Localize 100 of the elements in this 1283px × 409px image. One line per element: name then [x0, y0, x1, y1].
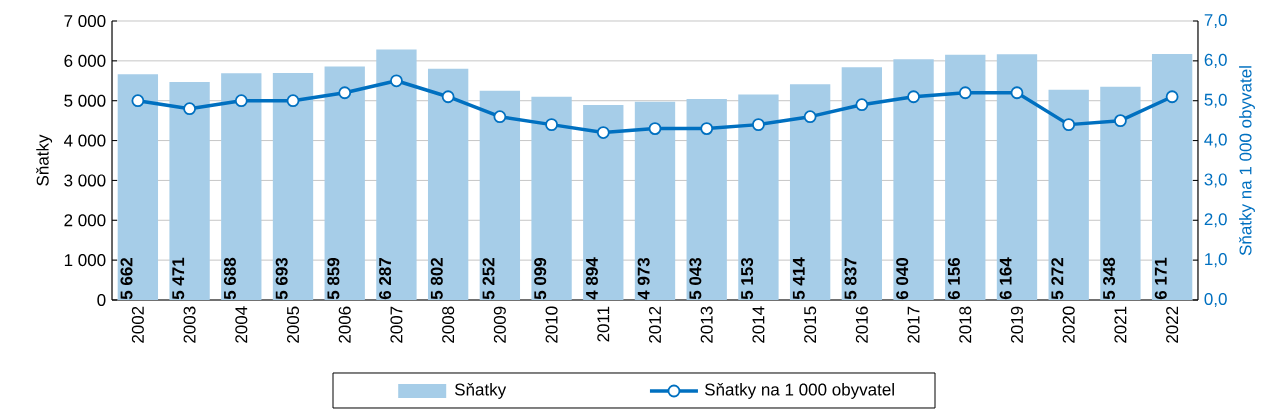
data-label: 6 164 [999, 257, 1012, 300]
x-tick-label: 2019 [1010, 306, 1024, 343]
point [596, 126, 610, 139]
data-label: 6 287 [379, 258, 392, 300]
data-label: 5 272 [1051, 257, 1064, 300]
data-label: 5 099 [534, 257, 547, 300]
point [131, 94, 145, 108]
data-label: 6 171 [1154, 257, 1167, 300]
x-tick-label: 2018 [959, 306, 972, 343]
point [1165, 90, 1179, 104]
data-label: 5 688 [223, 257, 236, 300]
x-tick-label: 2011 [597, 306, 610, 342]
bar [583, 104, 624, 300]
point [286, 94, 300, 108]
point [441, 90, 455, 104]
y-tick-label: 5 000 [64, 94, 106, 107]
x-tick-label: 2015 [804, 306, 817, 343]
bar [1151, 54, 1193, 300]
point [752, 118, 765, 132]
y2-tick-label: 7,0 [1204, 13, 1227, 29]
data-label: 6 156 [947, 257, 960, 300]
y2-axis-title: Sňatky na 1 000 obyvatel [1239, 66, 1255, 256]
y-tick-label: 0 [97, 293, 106, 307]
data-label: 5 348 [1103, 257, 1116, 300]
bar [479, 90, 521, 300]
data-label: 5 252 [482, 257, 495, 300]
legend-label: Sňatky [454, 383, 507, 399]
data-label: 5 693 [275, 257, 288, 300]
data-label: 4 894 [585, 257, 598, 300]
y2-tick-label: 5,0 [1204, 93, 1227, 108]
y2-tick-label: 2,0 [1204, 213, 1227, 228]
data-label: 5 153 [741, 257, 754, 300]
y-tick-label: 2 000 [64, 214, 106, 227]
data-label: 5 471 [172, 257, 185, 300]
y-tick-label: 4 000 [64, 134, 106, 147]
x-tick-label: 2017 [907, 306, 920, 343]
bar [272, 73, 314, 300]
y-axis-title: Sňatky [36, 134, 53, 186]
bar [117, 74, 159, 300]
point [855, 98, 869, 112]
x-tick-label: 2005 [286, 306, 300, 343]
point [390, 74, 403, 88]
data-label: 5 802 [430, 257, 443, 300]
x-tick-label: 2016 [855, 306, 868, 343]
bar [738, 94, 779, 300]
data-label: 5 043 [689, 257, 702, 300]
y2-tick-label: 0,0 [1204, 292, 1227, 308]
point [1062, 118, 1076, 132]
legend-label: Sňatky na 1 000 obyvatel [704, 383, 894, 399]
x-tick-label: 2002 [131, 306, 144, 343]
x-tick-label: 2012 [648, 306, 662, 343]
y2-tick-label: 6,0 [1204, 53, 1227, 68]
bar [427, 68, 469, 300]
y2-tick-label: 1,0 [1205, 253, 1227, 268]
point [493, 110, 507, 124]
point [1010, 86, 1024, 100]
data-label: 5 859 [327, 257, 340, 300]
data-label: 5 662 [120, 257, 133, 300]
x-tick-label: 2006 [338, 306, 351, 343]
point [183, 102, 196, 116]
bar [1100, 86, 1141, 300]
x-tick-label: 2020 [1062, 306, 1075, 343]
x-tick-label: 2022 [1166, 306, 1179, 343]
bar [634, 101, 676, 300]
point [1114, 114, 1127, 128]
point [545, 118, 558, 132]
bar [945, 54, 986, 300]
bar [376, 49, 417, 300]
y-tick-label: 7 000 [64, 14, 106, 28]
bar [789, 84, 831, 300]
x-tick-label: 2013 [700, 306, 713, 343]
bar [169, 81, 210, 300]
x-tick-label: 2003 [183, 306, 196, 343]
point [700, 122, 714, 136]
data-label: 5 837 [844, 258, 857, 300]
bar [686, 99, 727, 300]
x-tick-label: 2009 [493, 306, 506, 343]
data-label: 6 040 [896, 257, 909, 300]
y2-tick-label: 3,0 [1204, 173, 1227, 188]
point [803, 110, 817, 124]
x-tick-label: 2008 [442, 306, 455, 343]
y2-tick-label: 4,0 [1204, 133, 1227, 148]
bar [221, 73, 262, 300]
point [338, 86, 352, 100]
point [907, 90, 920, 104]
point [234, 94, 248, 108]
bar [324, 66, 365, 300]
x-tick-label: 2021 [1114, 306, 1127, 343]
y-tick-label: 1 000 [64, 254, 106, 267]
x-tick-label: 2007 [390, 306, 403, 343]
bar [841, 67, 883, 300]
y-tick-label: 3 000 [64, 174, 106, 187]
data-label: 5 414 [792, 257, 805, 300]
y-tick-label: 6 000 [64, 54, 106, 67]
bar [1048, 89, 1089, 300]
bar [531, 96, 572, 300]
x-tick-label: 2014 [752, 306, 765, 343]
point [648, 122, 662, 136]
x-tick-label: 2004 [235, 306, 248, 343]
x-tick-label: 2010 [545, 306, 558, 343]
